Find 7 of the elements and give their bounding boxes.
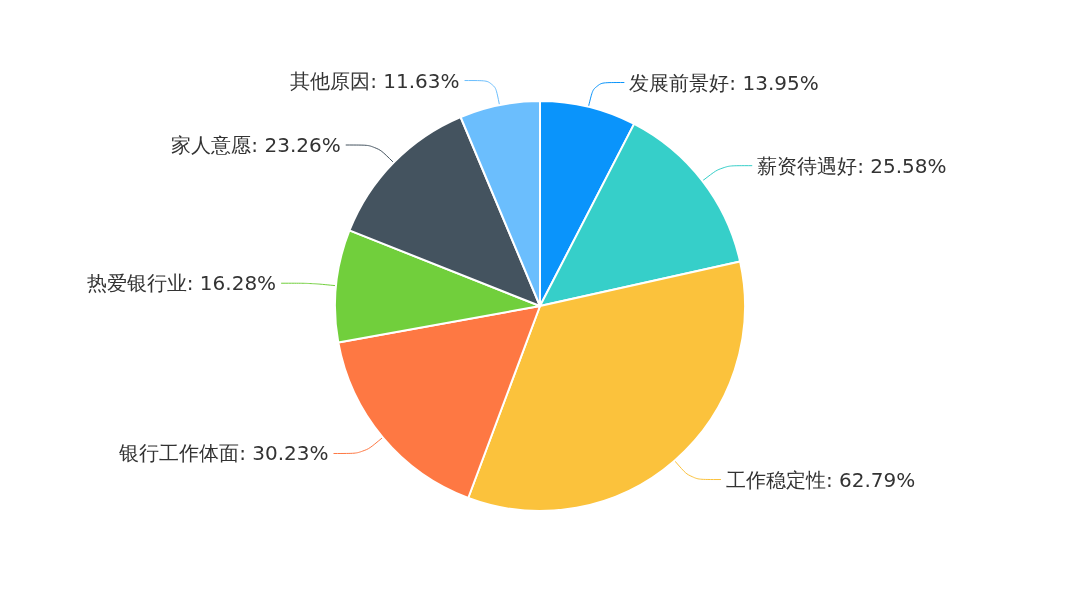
slice-label: 工作稳定性: 62.79% <box>725 467 916 492</box>
slice-label: 发展前景好: 13.95% <box>629 70 819 95</box>
slice-label: 银行工作体面: 30.23% <box>118 441 329 466</box>
slice-label: 薪资待遇好: 25.58% <box>757 153 947 178</box>
slice-label: 热爱银行业: 16.28% <box>86 271 277 296</box>
slice-label: 家人意愿: 23.26% <box>171 133 341 158</box>
slice-label: 其他原因: 11.63% <box>290 68 460 93</box>
